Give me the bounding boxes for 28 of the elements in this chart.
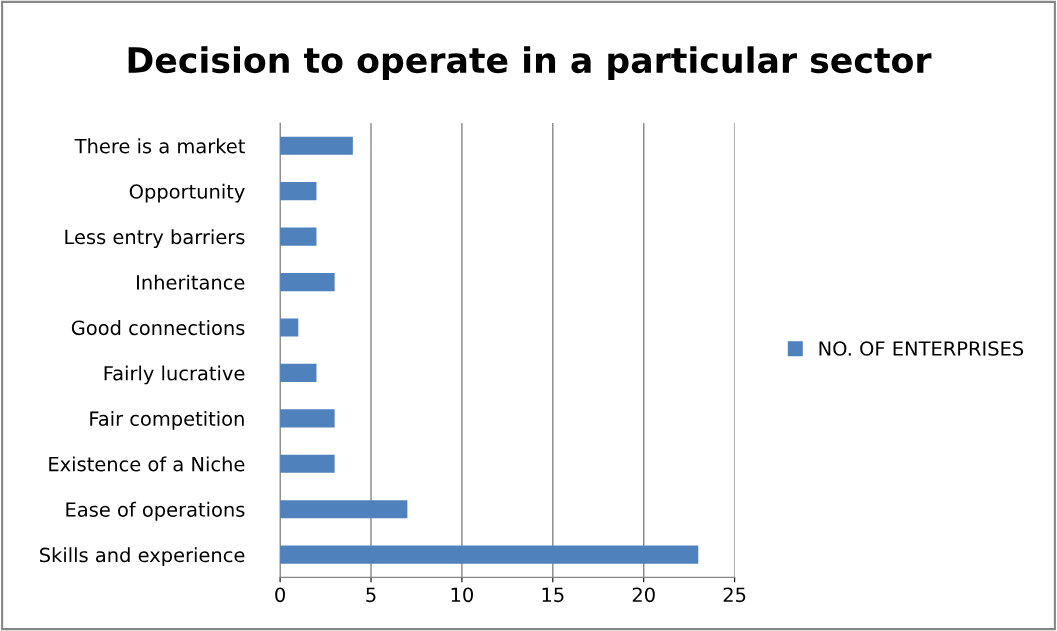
x-tick-label: 20	[632, 587, 655, 603]
y-tick-label: Ease of operations	[66, 501, 245, 521]
y-tick-label: There is a market	[74, 138, 245, 154]
y-tick-label: Fair competition	[90, 410, 244, 430]
y-tick-label: Skills and experience	[40, 547, 245, 567]
x-tick-label: 0	[275, 587, 285, 603]
chart-title: Decision to operate in a particular sector	[128, 46, 932, 80]
x-tick-label: 10	[451, 587, 473, 603]
y-tick-label: Inheritance	[137, 274, 245, 290]
x-tick-label: 5	[366, 587, 376, 603]
bar	[280, 363, 317, 383]
bar	[280, 272, 335, 292]
y-tick-label: Existence of a Niche	[49, 456, 245, 472]
bar	[280, 227, 317, 246]
x-tick-label: 15	[542, 587, 564, 603]
bar	[280, 136, 353, 155]
bar	[280, 545, 699, 564]
legend-label: NO. OF ENTERPRISES	[819, 341, 1024, 356]
bar	[280, 409, 335, 428]
x-tick-label: 25	[723, 587, 746, 603]
y-tick-label: Fairly lucrative	[104, 365, 245, 385]
bar	[280, 182, 317, 201]
bar	[280, 500, 408, 519]
bar	[280, 454, 335, 473]
y-tick-label: Good connections	[71, 320, 245, 336]
y-tick-label: Opportunity	[129, 183, 245, 203]
y-tick-label: Less entry barriers	[65, 229, 245, 249]
bar	[280, 318, 299, 337]
